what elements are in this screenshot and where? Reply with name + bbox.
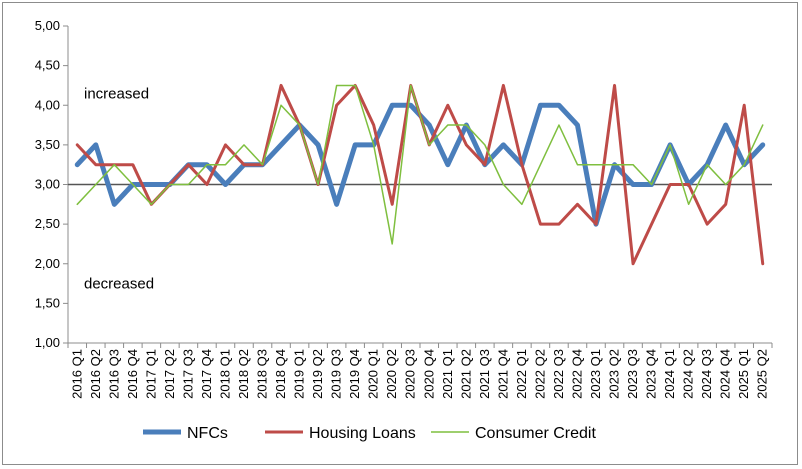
x-tick-label: 2023 Q2 [607, 349, 622, 399]
x-tick-label: 2018 Q1 [217, 349, 232, 399]
x-tick-label: 2017 Q2 [162, 349, 177, 399]
y-tick-label: 4,00 [35, 97, 60, 112]
x-tick-label: 2022 Q2 [532, 349, 547, 399]
x-tick-label: 2025 Q2 [755, 349, 770, 399]
x-tick-label: 2017 Q3 [180, 349, 195, 399]
x-tick-label: 2019 Q3 [329, 349, 344, 399]
x-tick-label: 2023 Q4 [644, 349, 659, 399]
x-tick-label: 2024 Q2 [681, 349, 696, 399]
legend-label: NFCs [187, 425, 228, 442]
y-tick-label: 1,50 [35, 295, 60, 310]
annotations: increased decreased [84, 85, 154, 292]
series-line-housing-loans [75, 83, 765, 266]
legend: NFCs Housing Loans Consumer Credit [143, 425, 596, 442]
y-tick-label: 3,50 [35, 137, 60, 152]
y-tick-label: 5,00 [35, 18, 60, 33]
y-tick-label: 2,50 [35, 216, 60, 231]
x-tick-label: 2016 Q4 [125, 349, 140, 399]
x-tick-label: 2021 Q2 [458, 349, 473, 399]
annotation-label: decreased [84, 276, 154, 293]
series-line-consumer-credit [76, 84, 764, 245]
y-tick-label: 2,00 [35, 256, 60, 271]
x-tick-label: 2017 Q1 [143, 349, 158, 399]
legend-label: Consumer Credit [475, 425, 596, 442]
x-tick-label: 2021 Q4 [495, 349, 510, 399]
x-tick-label: 2020 Q2 [384, 349, 399, 399]
x-tick-label: 2022 Q3 [551, 349, 566, 399]
legend-label: Housing Loans [309, 425, 416, 442]
x-tick-label: 2020 Q4 [421, 349, 436, 399]
x-tick-label: 2020 Q3 [403, 349, 418, 399]
x-tick-label: 2024 Q3 [699, 349, 714, 399]
x-tick-label: 2018 Q2 [236, 349, 251, 399]
x-tick-label: 2024 Q1 [662, 349, 677, 399]
x-tick-label: 2020 Q1 [366, 349, 381, 399]
series-lines [74, 83, 766, 266]
x-tick-label: 2019 Q2 [310, 349, 325, 399]
x-tick-label: 2024 Q4 [718, 349, 733, 399]
annotation-label: increased [84, 85, 149, 102]
y-axis-ticks: 1,00 1,50 2,00 2,50 3,00 3,50 4,00 4,50 5,00 [35, 18, 68, 350]
y-tick-label: 4,50 [35, 58, 60, 73]
chart-frame [2, 2, 798, 465]
y-tick-label: 3,00 [35, 177, 60, 192]
x-tick-label: 2022 Q4 [569, 349, 584, 399]
y-tick-label: 1,00 [35, 335, 60, 350]
x-tick-label: 2016 Q1 [69, 349, 84, 399]
x-tick-label: 2019 Q4 [347, 349, 362, 399]
x-tick-label: 2023 Q1 [588, 349, 603, 399]
x-tick-label: 2022 Q1 [514, 349, 529, 399]
x-tick-label: 2025 Q1 [736, 349, 751, 399]
x-tick-label: 2023 Q3 [625, 349, 640, 399]
x-axis-ticks: 2016 Q1 2016 Q2 2016 Q3 2016 Q4 2017 Q1 2017 … [67, 343, 773, 399]
x-tick-label: 2016 Q2 [88, 349, 103, 399]
x-tick-label: 2018 Q3 [255, 349, 270, 399]
x-tick-label: 2019 Q1 [292, 349, 307, 399]
x-tick-label: 2021 Q3 [477, 349, 492, 399]
x-tick-label: 2021 Q1 [440, 349, 455, 399]
x-tick-label: 2016 Q3 [106, 349, 121, 399]
x-tick-label: 2018 Q4 [273, 349, 288, 399]
x-tick-label: 2017 Q4 [199, 349, 214, 399]
